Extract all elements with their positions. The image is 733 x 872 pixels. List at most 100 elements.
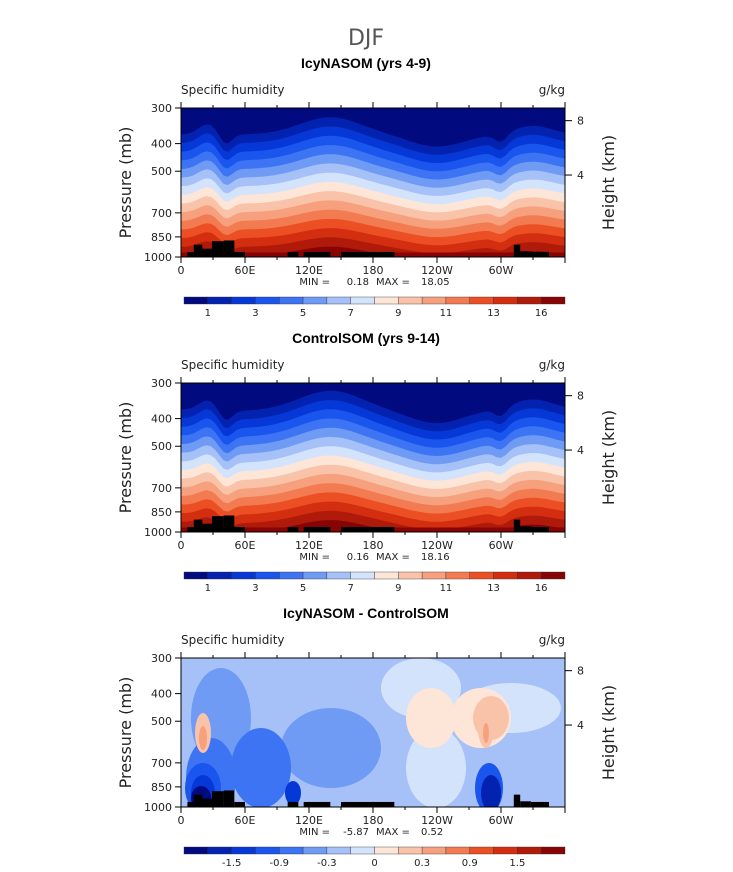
y-axis-label: Pressure (mb) bbox=[116, 127, 135, 239]
y-tick-label: 850 bbox=[151, 506, 172, 519]
x-tick-label: 120E bbox=[295, 539, 323, 552]
contour-band bbox=[181, 246, 565, 257]
colorbar-box bbox=[326, 296, 351, 305]
contour-region bbox=[231, 728, 291, 807]
topography-block bbox=[341, 526, 395, 532]
colorbar-label: 16 bbox=[535, 583, 548, 594]
colorbar-label: -1.5 bbox=[222, 858, 242, 869]
contour-region bbox=[483, 723, 489, 743]
colorbar-label: -0.3 bbox=[317, 858, 337, 869]
topography-block bbox=[187, 801, 194, 807]
y-tick-label: 1000 bbox=[144, 526, 172, 539]
colorbar-label: 3 bbox=[252, 308, 258, 319]
colorbar-box bbox=[326, 846, 351, 855]
min-value: 0.16 bbox=[347, 552, 369, 563]
variable-label: Specific humidity bbox=[181, 358, 285, 372]
max-value: 18.05 bbox=[421, 277, 450, 288]
colorbar-label: 1 bbox=[205, 583, 211, 594]
topography-block bbox=[234, 801, 245, 807]
panel-title: ControlSOM (yrs 9-14) bbox=[292, 330, 440, 346]
colorbar-label: 11 bbox=[440, 308, 453, 319]
colorbar-box bbox=[493, 846, 518, 855]
colorbar-box bbox=[231, 571, 256, 580]
colorbar-box bbox=[302, 296, 328, 305]
y-tick-label: 300 bbox=[151, 652, 172, 665]
x-tick-label: 0 bbox=[178, 539, 185, 552]
x-tick-label: 120W bbox=[421, 814, 453, 827]
colorbar-box bbox=[493, 296, 518, 305]
contour-region bbox=[671, 728, 711, 788]
topography-block bbox=[187, 526, 194, 532]
y-tick-label: 500 bbox=[151, 165, 172, 178]
panel-2: ControlSOM (yrs 9-14) Specific humidity g/… bbox=[116, 330, 618, 594]
colorbar-box bbox=[183, 296, 209, 305]
contour-region bbox=[199, 726, 207, 750]
colorbar-box bbox=[421, 846, 447, 855]
units-label: g/kg bbox=[539, 358, 565, 372]
colorbar-label: 16 bbox=[535, 308, 548, 319]
colorbar-box bbox=[350, 846, 375, 855]
variable-label: Specific humidity bbox=[181, 633, 285, 647]
topography-block bbox=[530, 251, 549, 257]
contour-field bbox=[181, 108, 565, 257]
topography-block bbox=[223, 240, 235, 257]
contour-band bbox=[181, 520, 565, 532]
x-tick-label: 120E bbox=[295, 814, 323, 827]
right-axis-label: Height (km) bbox=[599, 135, 618, 230]
y-axis-label: Pressure (mb) bbox=[116, 677, 135, 789]
x-tick-label: 60E bbox=[235, 264, 256, 277]
right-tick-label: 4 bbox=[577, 719, 584, 732]
right-axis-label: Height (km) bbox=[599, 410, 618, 505]
colorbar-label: 7 bbox=[348, 583, 354, 594]
colorbar-box bbox=[279, 846, 304, 855]
y-tick-label: 850 bbox=[151, 231, 172, 244]
y-tick-label: 700 bbox=[151, 757, 172, 770]
contour-region bbox=[406, 728, 466, 807]
y-tick-label: 700 bbox=[151, 207, 172, 220]
colorbar-box bbox=[421, 571, 447, 580]
colorbar-box bbox=[279, 571, 304, 580]
contour-region bbox=[285, 781, 301, 805]
x-tick-label: 180 bbox=[363, 539, 384, 552]
right-tick-label: 8 bbox=[577, 115, 584, 128]
colorbar-box bbox=[255, 296, 280, 305]
contour-band bbox=[181, 237, 565, 257]
topography-block bbox=[223, 515, 235, 532]
x-tick-label: 60W bbox=[489, 264, 514, 277]
topography-block bbox=[303, 526, 331, 532]
colorbar-box bbox=[469, 846, 494, 855]
colorbar-label: -0.9 bbox=[269, 858, 289, 869]
colorbar-box bbox=[207, 296, 232, 305]
colorbar-box bbox=[445, 846, 470, 855]
colorbar-label: 5 bbox=[300, 583, 306, 594]
topography-block bbox=[303, 251, 331, 257]
topography-block bbox=[513, 519, 521, 532]
min-value: -5.87 bbox=[343, 827, 369, 838]
colorbar-box bbox=[326, 571, 351, 580]
colorbar-box bbox=[445, 571, 470, 580]
y-tick-label: 400 bbox=[151, 413, 172, 426]
topography-block bbox=[202, 248, 212, 257]
colorbar-box bbox=[231, 846, 256, 855]
colorbar-label: 1.5 bbox=[509, 858, 525, 869]
max-value: 18.16 bbox=[421, 552, 450, 563]
topography-block bbox=[303, 801, 331, 807]
y-tick-label: 1000 bbox=[144, 251, 172, 264]
topography-block bbox=[520, 801, 531, 807]
x-tick-label: 0 bbox=[178, 814, 185, 827]
contour-region bbox=[281, 708, 381, 788]
right-axis-label: Height (km) bbox=[599, 685, 618, 780]
colorbar-box bbox=[540, 296, 566, 305]
units-label: g/kg bbox=[539, 633, 565, 647]
colorbar-box bbox=[540, 846, 566, 855]
topography-block bbox=[223, 790, 235, 807]
colorbar-box bbox=[255, 571, 280, 580]
topography-block bbox=[520, 526, 531, 532]
contour-field bbox=[181, 383, 565, 532]
topography-block bbox=[193, 794, 203, 807]
min-value: 0.18 bbox=[347, 277, 369, 288]
y-tick-label: 850 bbox=[151, 781, 172, 794]
max-label: MAX = bbox=[376, 827, 410, 838]
x-tick-label: 60E bbox=[235, 814, 256, 827]
